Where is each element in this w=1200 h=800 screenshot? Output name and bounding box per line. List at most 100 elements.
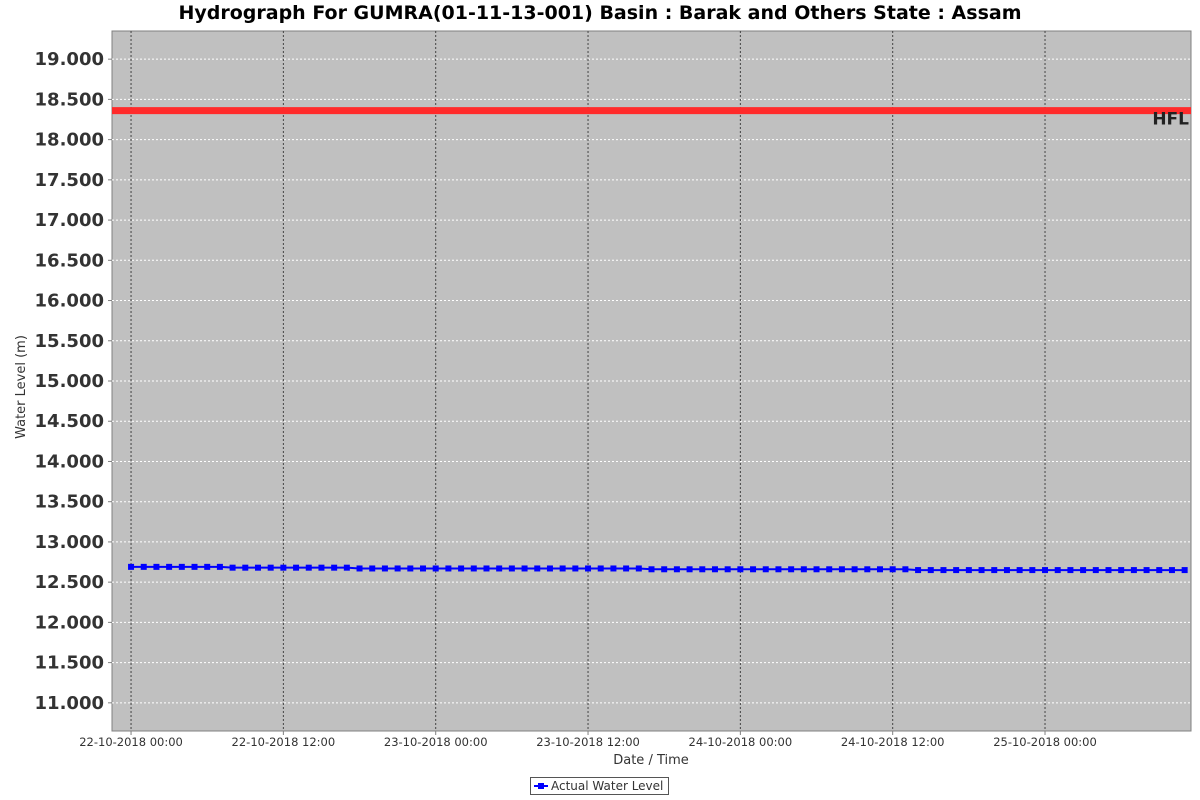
y-tick-label: 16.000 — [35, 291, 104, 312]
data-point — [1143, 567, 1150, 574]
y-tick-label: 11.500 — [35, 653, 104, 674]
data-point — [331, 564, 338, 571]
y-tick-label: 13.500 — [35, 492, 104, 513]
hfl-label: HFL — [1152, 110, 1189, 130]
data-point — [305, 564, 312, 571]
data-point — [699, 566, 706, 573]
data-point — [775, 566, 782, 573]
data-point — [1118, 567, 1125, 574]
data-point — [546, 565, 553, 572]
data-point — [178, 563, 185, 570]
data-point — [915, 567, 922, 574]
y-tick-label: 18.500 — [35, 89, 104, 110]
x-axis: 22-10-2018 00:00 22-10-2018 12:00 23-10-20… — [79, 731, 1097, 749]
data-point — [229, 564, 236, 571]
data-point — [496, 565, 503, 572]
y-tick-label: 12.500 — [35, 572, 104, 593]
y-tick-label: 19.000 — [35, 49, 104, 70]
data-point — [191, 563, 198, 570]
data-point — [1092, 567, 1099, 574]
x-tick-label: 24-10-2018 00:00 — [689, 735, 793, 749]
data-point — [1054, 567, 1061, 574]
y-tick-label: 14.000 — [35, 451, 104, 472]
data-point — [153, 563, 160, 570]
x-tick-label: 22-10-2018 12:00 — [232, 735, 336, 749]
data-point — [420, 565, 427, 572]
data-point — [254, 564, 261, 571]
data-point — [661, 566, 668, 573]
data-point — [1156, 567, 1163, 574]
x-axis-label: Date / Time — [613, 753, 689, 768]
data-point — [140, 563, 147, 570]
data-point — [889, 566, 896, 573]
data-point — [762, 566, 769, 573]
data-point — [965, 567, 972, 574]
data-point — [470, 565, 477, 572]
data-point — [369, 565, 376, 572]
data-point — [826, 566, 833, 573]
data-point — [1003, 567, 1010, 574]
data-point — [394, 565, 401, 572]
data-point — [851, 566, 858, 573]
legend-series-swatch — [534, 781, 548, 791]
x-tick-label: 25-10-2018 00:00 — [993, 735, 1097, 749]
data-point — [1130, 567, 1137, 574]
chart-title: Hydrograph For GUMRA(01-11-13-001) Basin… — [178, 2, 1022, 24]
y-tick-label: 17.000 — [35, 210, 104, 231]
x-tick-label: 23-10-2018 00:00 — [384, 735, 488, 749]
y-tick-label: 12.000 — [35, 612, 104, 633]
data-point — [267, 564, 274, 571]
data-point — [1067, 567, 1074, 574]
y-tick-label: 14.500 — [35, 411, 104, 432]
y-tick-label: 11.000 — [35, 693, 104, 714]
data-point — [648, 566, 655, 573]
data-point — [1016, 567, 1023, 574]
data-point — [585, 565, 592, 572]
data-point — [737, 566, 744, 573]
legend-series-label: Actual Water Level — [551, 779, 664, 793]
y-tick-label: 18.000 — [35, 130, 104, 151]
data-point — [876, 566, 883, 573]
data-point — [1181, 567, 1188, 574]
data-point — [724, 566, 731, 573]
data-point — [407, 565, 414, 572]
y-tick-label: 13.000 — [35, 532, 104, 553]
reference-lines: HFL — [112, 107, 1191, 130]
data-point — [432, 565, 439, 572]
data-point — [800, 566, 807, 573]
data-point — [1042, 567, 1049, 574]
legend: Actual Water Level — [530, 777, 670, 795]
data-point — [445, 565, 452, 572]
y-tick-label: 15.000 — [35, 371, 104, 392]
y-axis-label: Water Level (m) — [14, 335, 29, 439]
data-point — [204, 563, 211, 570]
data-point — [927, 567, 934, 574]
data-point — [597, 565, 604, 572]
series-layer — [128, 563, 1188, 574]
plot-area — [111, 30, 1192, 732]
data-point — [953, 567, 960, 574]
data-point — [788, 566, 795, 573]
data-point — [572, 565, 579, 572]
x-tick-label: 24-10-2018 12:00 — [841, 735, 945, 749]
data-point — [216, 563, 223, 570]
data-point — [381, 565, 388, 572]
data-point — [166, 563, 173, 570]
x-tick-label: 22-10-2018 00:00 — [79, 735, 183, 749]
data-point — [978, 567, 985, 574]
data-point — [458, 565, 465, 572]
y-tick-label: 15.500 — [35, 331, 104, 352]
data-point — [864, 566, 871, 573]
data-point — [293, 564, 300, 571]
data-point — [623, 565, 630, 572]
data-point — [673, 566, 680, 573]
data-point — [635, 565, 642, 572]
data-point — [813, 566, 820, 573]
data-point — [838, 566, 845, 573]
y-tick-label: 16.500 — [35, 250, 104, 271]
data-point — [902, 566, 909, 573]
data-point — [1105, 567, 1112, 574]
data-point — [940, 567, 947, 574]
data-point — [483, 565, 490, 572]
